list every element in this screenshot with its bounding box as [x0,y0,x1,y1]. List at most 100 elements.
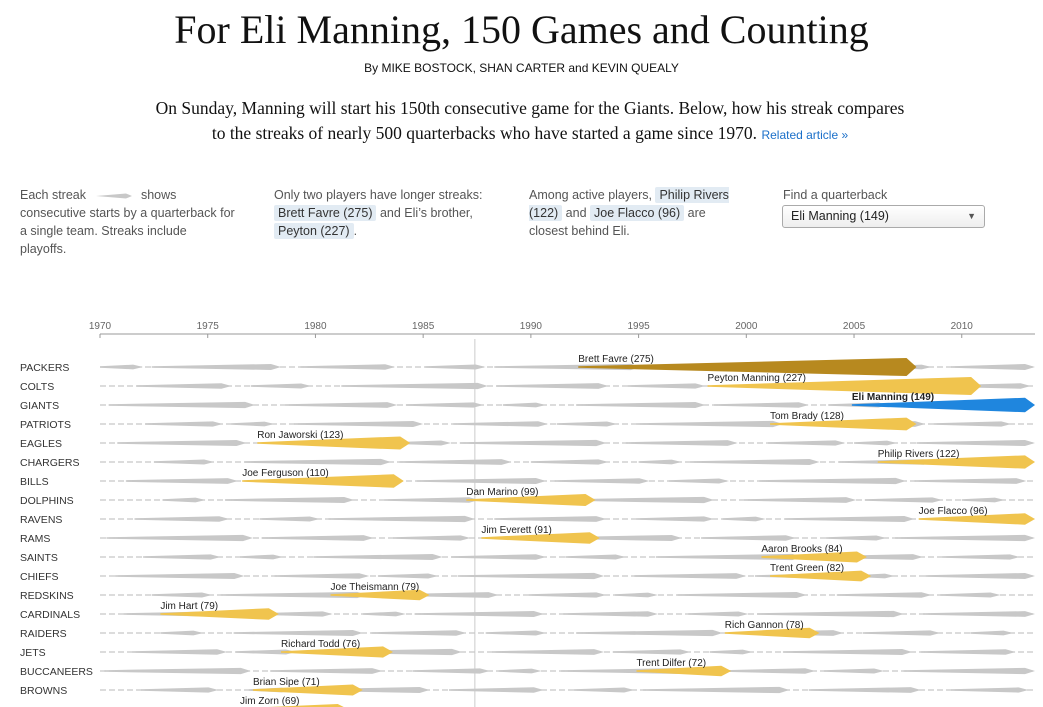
team-label-bills: BILLS [20,476,49,488]
other-streak [922,611,1035,617]
other-streak [492,649,605,655]
other-streak [384,497,480,503]
quarterback-select[interactable]: Eli Manning (149) ▼ [782,205,985,228]
other-streak [935,383,1031,389]
other-streak [151,592,213,598]
longer-streaks-note: Only two players have longer streaks: Br… [274,186,499,240]
other-streak [826,535,887,541]
other-streak [627,383,706,389]
other-streak [914,478,1027,484]
other-streak [528,592,607,598]
streak-joe-theismann [330,589,430,601]
other-streak [636,516,714,522]
streak-eli-manning [851,397,1035,413]
other-streak [502,402,546,408]
other-streak [925,573,1035,579]
other-streak [823,668,885,674]
streak-label: Brian Sipe (71) [253,677,320,688]
other-streak [136,383,232,389]
other-streak [894,534,1035,542]
other-streak [940,592,1001,598]
other-streak [285,402,398,408]
other-streak [722,516,766,522]
other-streak [459,439,607,447]
streak-joe-flacco [918,513,1035,525]
x-tick-label-2000: 2000 [735,321,758,332]
other-streak [576,402,706,408]
other-streak [668,478,730,484]
streak-label: Jim Hart (79) [160,601,218,612]
chip-brett-favre[interactable]: Brett Favre (275) [274,205,377,221]
other-streak [612,649,691,655]
other-streak [362,611,406,617]
streak-label: Peyton Manning (227) [708,373,806,384]
streak-label: Joe Ferguson (110) [242,468,329,479]
team-label-chargers: CHARGERS [20,457,80,469]
other-streak [864,497,943,503]
dek-text: On Sunday, Manning will start his 150th … [155,98,905,143]
other-streak [414,611,544,617]
streak-label: Aaron Brooks (84) [761,544,842,555]
x-tick-label-1995: 1995 [627,321,650,332]
other-streak [250,383,312,389]
active-pre: Among active players, [529,188,652,202]
streak-trent-dilfer [636,665,732,677]
other-streak [903,667,1035,675]
other-streak [767,440,846,446]
team-label-patriots: PATRIOTS [20,419,71,431]
dek: On Sunday, Manning will start his 150th … [150,96,910,148]
chip-peyton[interactable]: Peyton (227) [274,223,354,239]
other-streak [961,497,1005,503]
other-streak [449,687,544,693]
other-streak [552,535,682,541]
other-streak [453,421,549,427]
related-article-link[interactable]: Related article » [761,128,849,142]
other-streak [274,573,370,579]
other-streak [405,402,484,408]
other-streak [104,667,251,675]
streak-dan-marino [466,494,596,506]
other-streak [392,535,471,541]
x-tick-label-1975: 1975 [197,321,220,332]
other-streak [933,421,1012,427]
team-label-eagles: EAGLES [20,438,62,450]
other-streak [140,687,219,693]
other-streak [117,440,247,446]
team-label-packers: PACKERS [20,362,69,374]
streak-brett-favre [578,358,917,376]
streak-chart: 1970 1975 1980 1985 1990 1995 2000 2005 2010 PACK… [20,321,1035,707]
team-label-dolphins: DOLPHINS [20,495,74,507]
other-streak [328,515,475,523]
other-streak [701,535,796,541]
other-streak [677,592,807,598]
other-streak [457,572,605,580]
streak-label: Trent Green (82) [770,563,844,574]
other-streak [567,496,714,504]
other-streak [485,630,546,636]
other-streak [300,364,396,370]
x-tick-label-2005: 2005 [843,321,866,332]
streak-label: Tom Brady (128) [770,411,844,422]
other-streak [162,497,206,503]
other-streak [108,401,256,409]
other-streak [556,421,618,427]
team-label-rams: RAMS [20,533,50,545]
team-label-browns: BROWNS [20,685,67,697]
other-streak [785,516,915,522]
chip-joe-flacco[interactable]: Joe Flacco (96) [590,205,685,221]
team-label-colts: COLTS [20,381,54,393]
other-streak [386,592,499,598]
streak-peyton-manning [707,377,982,395]
other-streak [720,668,816,674]
legend-pre: Each streak [20,188,87,202]
other-streak [115,573,245,579]
other-streak [416,478,546,484]
other-streak [950,364,1035,370]
other-streak [836,592,932,598]
team-label-saints: SAINTS [20,552,58,564]
streak-label: Eli Manning (149) [852,392,934,403]
other-streak [244,458,391,466]
other-streak [341,382,488,390]
x-tick-label-1970: 1970 [89,321,112,332]
find-label: Find a quarterback [783,188,888,202]
